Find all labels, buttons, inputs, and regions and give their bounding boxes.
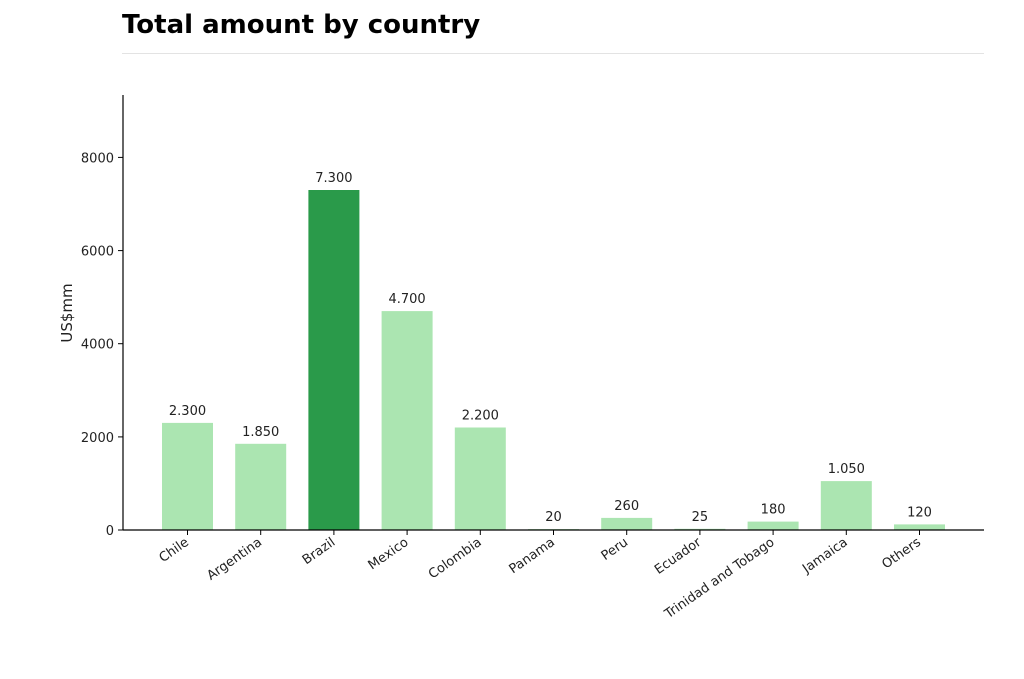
title-divider <box>122 53 984 54</box>
bar-jamaica <box>820 481 872 530</box>
data-label: 7.300 <box>315 171 352 186</box>
bars-group <box>162 190 945 530</box>
bar-chile <box>162 422 213 530</box>
y-axis-label: US$mm <box>58 283 76 342</box>
data-label: 120 <box>907 505 932 520</box>
x-ticks-group: Chile Argentina Brazil Mexico Colombia Panama… <box>157 530 924 622</box>
data-label: 1.050 <box>828 462 865 477</box>
data-label: 2.300 <box>169 404 206 419</box>
data-label: 4.700 <box>388 292 425 307</box>
data-label: 260 <box>614 499 639 514</box>
data-label: 25 <box>692 510 709 525</box>
x-tick-label: Argentina <box>204 535 265 584</box>
bar-argentina <box>235 443 287 530</box>
x-tick-label: Colombia <box>426 535 485 582</box>
y-ticks-group: 0 2000 4000 6000 8000 <box>81 151 123 539</box>
page-title: Total amount by country <box>122 10 481 40</box>
x-tick-label: Chile <box>157 535 192 566</box>
x-tick-label: Peru <box>599 535 631 564</box>
x-tick-label: Mexico <box>366 535 412 573</box>
x-tick-label: Others <box>879 535 924 572</box>
y-tick-label: 4000 <box>81 338 114 353</box>
x-tick-label: Brazil <box>300 535 338 568</box>
bar-peru <box>601 517 653 530</box>
bar-colombia <box>454 427 506 530</box>
x-tick-label: Ecuador <box>652 535 705 578</box>
bar-trinidad-and-tobago <box>747 521 799 530</box>
bar-mexico <box>381 311 433 530</box>
data-labels-group: 2.300 1.850 7.300 4.700 2.200 20 260 25 180 1.050… <box>169 171 932 525</box>
data-label: 2.200 <box>462 409 499 424</box>
bar-brazil <box>308 190 360 530</box>
data-label: 1.850 <box>242 425 279 440</box>
y-tick-label: 6000 <box>81 245 114 260</box>
x-tick-label: Panama <box>507 535 558 577</box>
x-tick-label: Jamaica <box>799 535 850 577</box>
data-label: 180 <box>761 503 786 518</box>
data-label: 20 <box>545 510 562 525</box>
y-tick-label: 8000 <box>81 151 114 166</box>
y-tick-label: 2000 <box>81 431 114 446</box>
y-tick-label: 0 <box>106 524 114 539</box>
bar-others <box>894 524 945 530</box>
